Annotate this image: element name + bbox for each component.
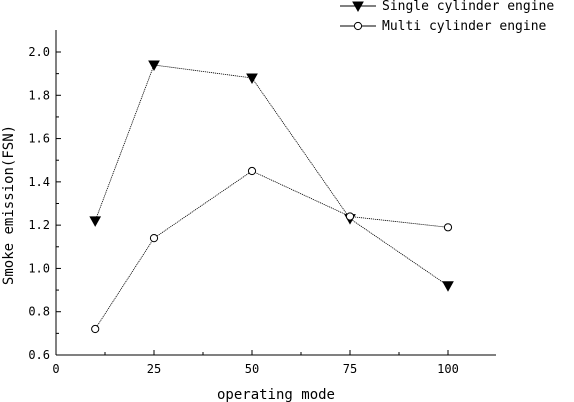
x-axis-title: operating mode — [217, 387, 335, 402]
y-tick-label: 1.8 — [28, 88, 50, 102]
y-tick-label: 0.8 — [28, 305, 50, 319]
x-tick-label: 50 — [245, 362, 259, 376]
y-ticks: 0.6 0.8 1.0 1.2 1.4 1.6 1.8 2.0 — [28, 45, 61, 362]
x-tick-label: 100 — [437, 362, 459, 376]
legend: Single cylinder engine Multi cylinder eng… — [340, 0, 554, 34]
y-tick-label: 1.4 — [28, 175, 50, 189]
plot-axes — [55, 30, 496, 356]
y-axis-title: Smoke emission(FSN) — [1, 125, 17, 285]
series-multi-cylinder — [91, 166, 453, 334]
legend-item: Single cylinder engine — [340, 0, 554, 14]
y-tick-label: 2.0 — [28, 45, 50, 59]
x-ticks: 0 25 50 75 100 — [52, 350, 459, 376]
legend-item: Multi cylinder engine — [340, 19, 547, 34]
y-tick-label: 1.6 — [28, 132, 50, 146]
legend-label: Multi cylinder engine — [382, 19, 547, 34]
open-circle-marker — [443, 223, 453, 232]
legend-label: Single cylinder engine — [382, 0, 554, 14]
triangle-marker — [442, 281, 454, 292]
x-tick-label: 25 — [147, 362, 161, 376]
y-tick-label: 0.6 — [28, 348, 50, 362]
y-tick-label: 1.0 — [28, 261, 50, 275]
open-circle-marker — [91, 324, 100, 334]
open-circle-marker — [149, 234, 159, 243]
legend-open-circle-marker — [353, 21, 363, 31]
open-circle-marker — [345, 212, 355, 221]
triangle-marker — [148, 60, 160, 72]
series-single-cylinder — [89, 60, 454, 292]
triangle-marker — [246, 73, 258, 85]
open-circle-marker — [247, 166, 257, 176]
x-tick-label: 0 — [52, 362, 59, 376]
series-layer — [89, 60, 454, 334]
legend-triangle-marker — [352, 1, 364, 13]
series-line — [94, 170, 449, 330]
x-tick-label: 75 — [343, 362, 357, 376]
series-line — [94, 64, 449, 287]
triangle-marker — [89, 216, 102, 227]
y-tick-label: 1.2 — [28, 218, 50, 232]
